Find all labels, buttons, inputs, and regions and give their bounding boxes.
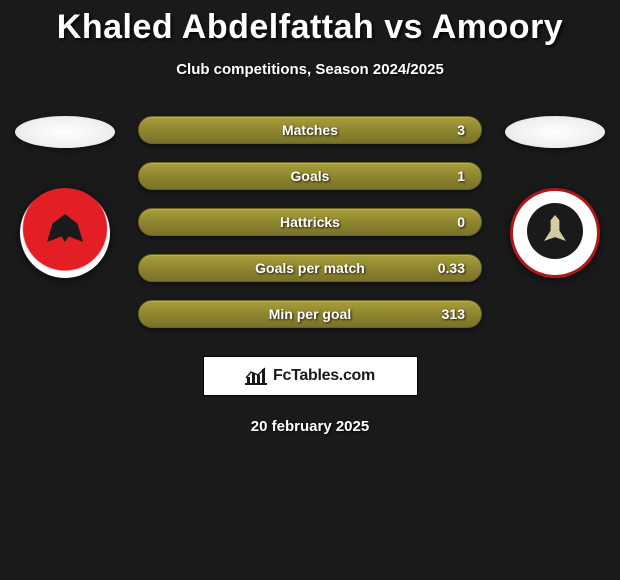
player-right-column — [500, 116, 610, 278]
stat-bar-hattricks: Hattricks 0 — [138, 208, 482, 236]
stat-label: Matches — [282, 122, 338, 138]
stat-value: 3 — [457, 122, 465, 138]
stat-label: Min per goal — [269, 306, 351, 322]
club-badge-right — [510, 188, 600, 278]
date-label: 20 february 2025 — [0, 418, 620, 435]
stats-row: Matches 3 Goals 1 Hattricks 0 Goals per … — [0, 116, 620, 328]
site-logo-box[interactable]: FcTables.com — [203, 356, 418, 396]
player-left-column — [10, 116, 120, 278]
player-left-avatar — [15, 116, 115, 148]
stat-value: 1 — [457, 168, 465, 184]
stat-value: 0 — [457, 214, 465, 230]
club-badge-left — [20, 188, 110, 278]
stat-value: 313 — [442, 306, 465, 322]
stat-label: Hattricks — [280, 214, 340, 230]
stat-label: Goals per match — [255, 260, 365, 276]
stat-bar-gpm: Goals per match 0.33 — [138, 254, 482, 282]
comparison-card: Khaled Abdelfattah vs Amoory Club compet… — [0, 0, 620, 435]
stat-value: 0.33 — [438, 260, 465, 276]
stat-label: Goals — [291, 168, 330, 184]
stat-bar-goals: Goals 1 — [138, 162, 482, 190]
stats-list: Matches 3 Goals 1 Hattricks 0 Goals per … — [120, 116, 500, 328]
stat-bar-mpg: Min per goal 313 — [138, 300, 482, 328]
site-name: FcTables.com — [273, 367, 375, 385]
player-right-avatar — [505, 116, 605, 148]
page-title: Khaled Abdelfattah vs Amoory — [0, 8, 620, 47]
subtitle: Club competitions, Season 2024/2025 — [0, 61, 620, 78]
bar-chart-icon — [245, 367, 267, 385]
stat-bar-matches: Matches 3 — [138, 116, 482, 144]
